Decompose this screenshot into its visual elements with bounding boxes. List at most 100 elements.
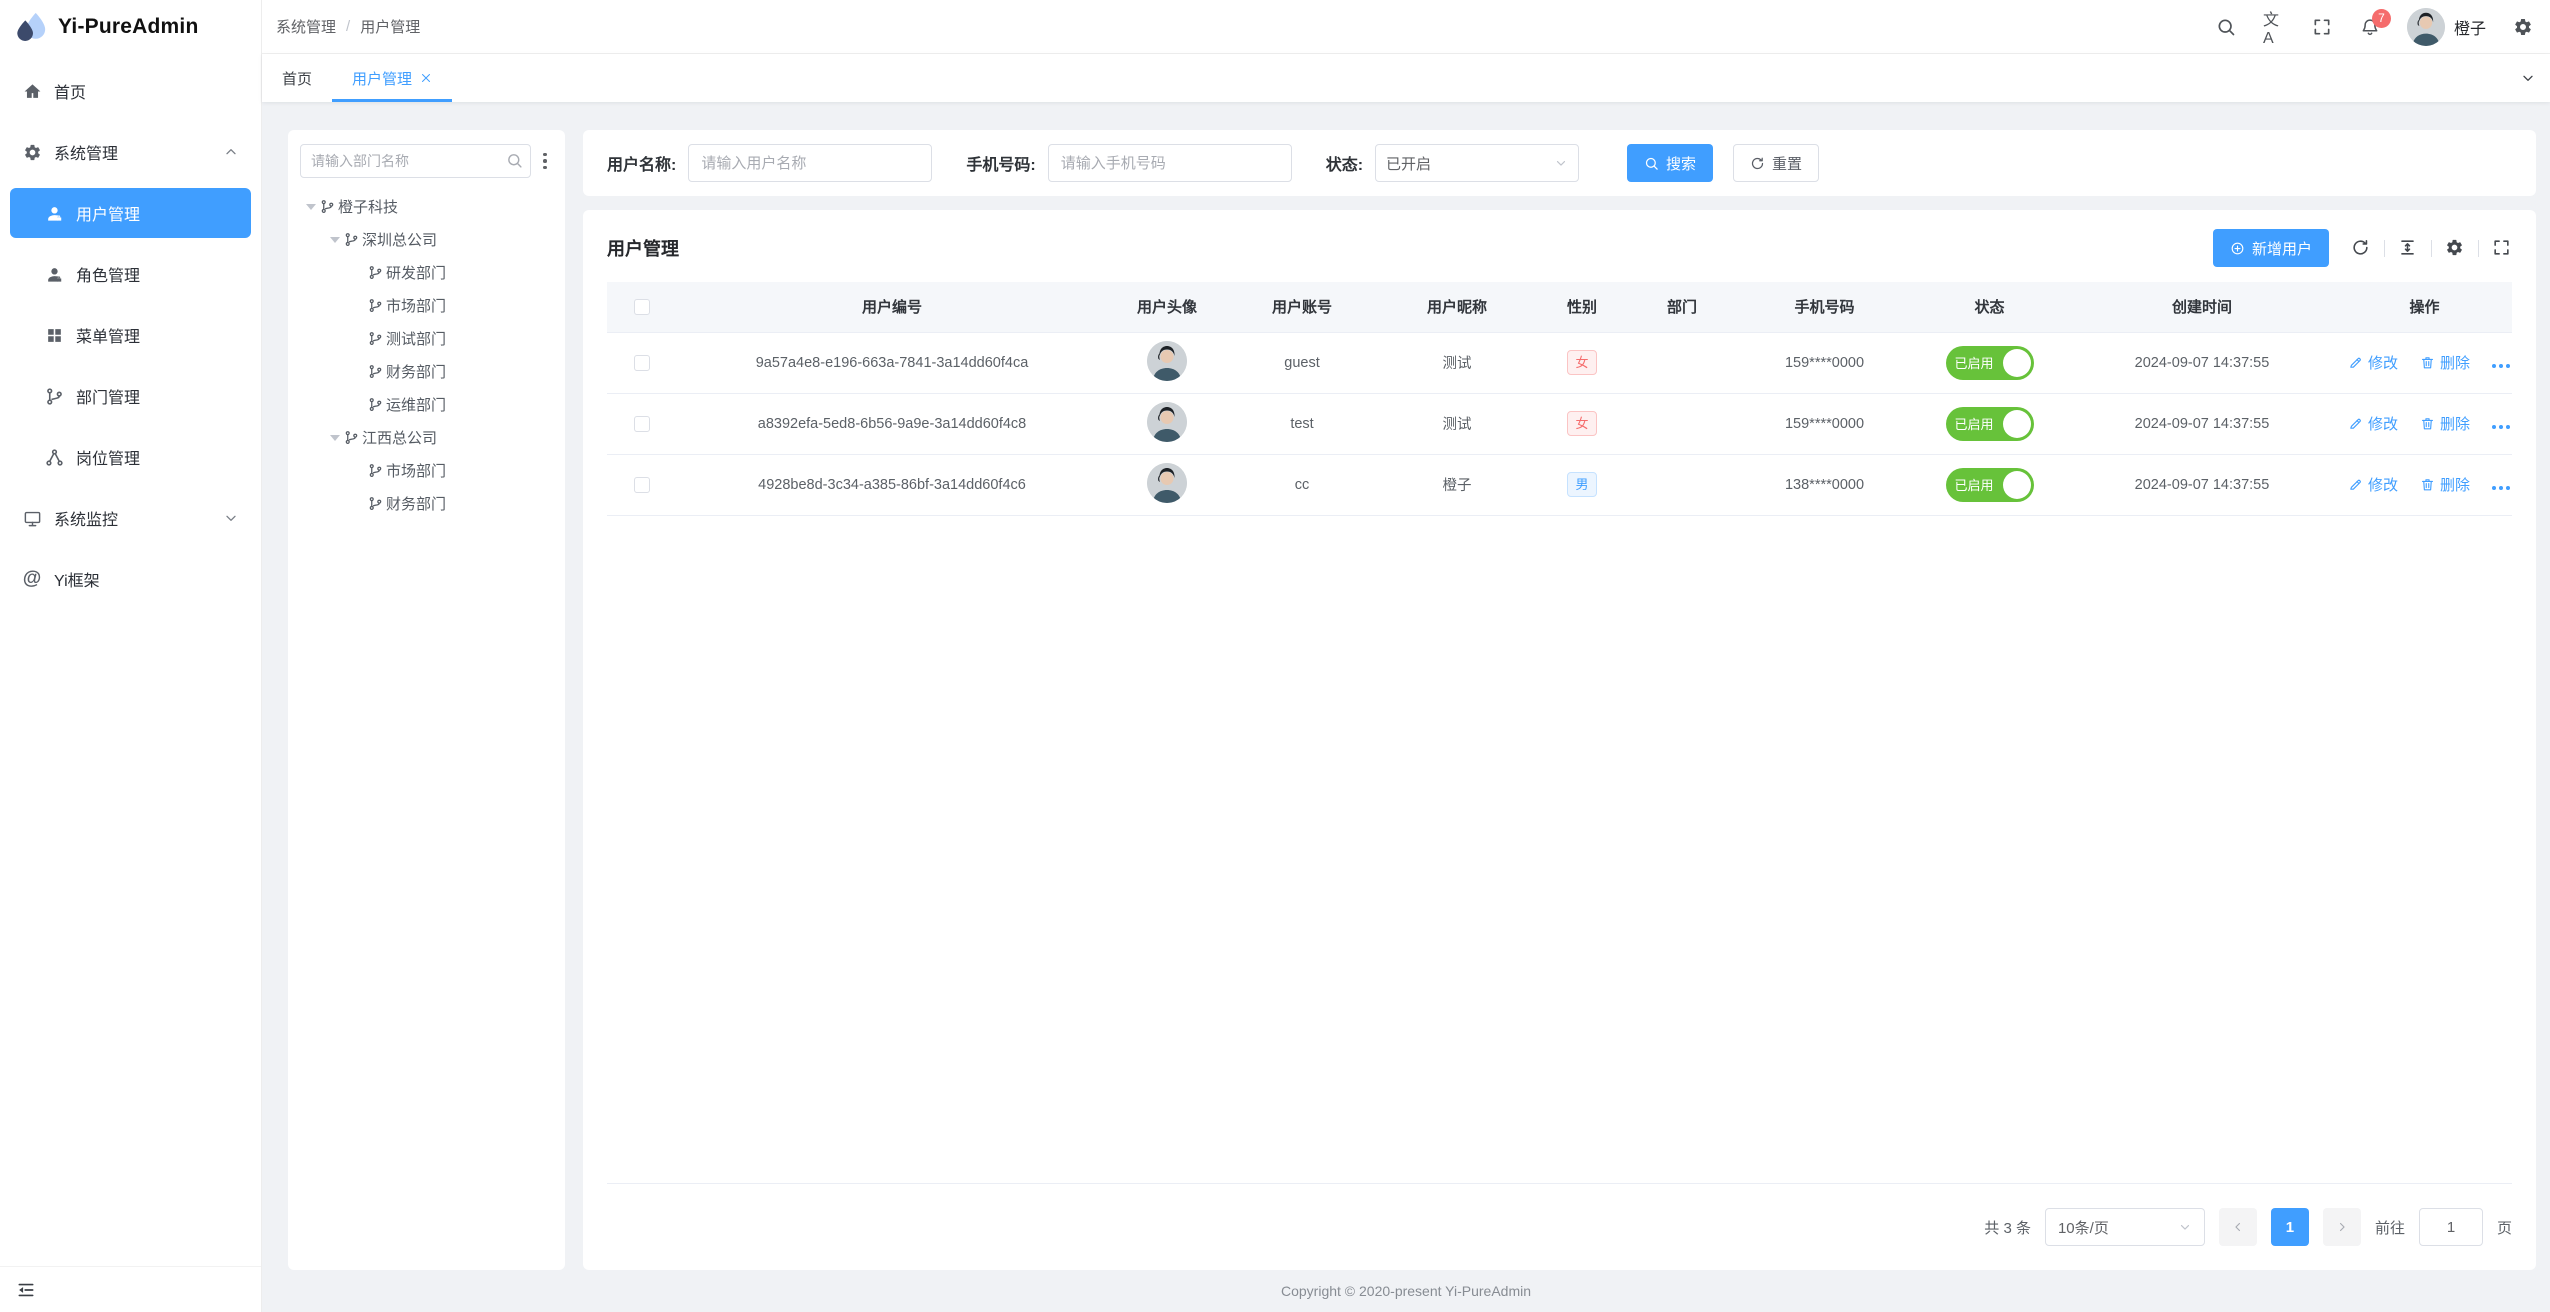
tree-node-label: 研发部门 xyxy=(386,265,447,282)
sidebar-group-label: 系统管理 xyxy=(54,146,119,163)
delete-link[interactable]: 删除 xyxy=(2420,413,2470,434)
search-button[interactable]: 搜索 xyxy=(1627,144,1714,182)
branch-icon xyxy=(368,265,384,281)
settings-gear-icon[interactable] xyxy=(2512,16,2534,38)
delete-link[interactable]: 删除 xyxy=(2420,352,2470,373)
tree-node[interactable]: 深圳总公司 xyxy=(300,223,553,256)
caret-down-icon[interactable] xyxy=(326,435,344,441)
tab-home[interactable]: 首页 xyxy=(262,54,332,102)
column-settings-gear-icon[interactable] xyxy=(2445,238,2465,258)
account-cell: test xyxy=(1227,393,1377,455)
fullscreen-icon[interactable] xyxy=(2311,16,2333,38)
branch-icon xyxy=(320,199,336,215)
user-menu[interactable]: 橙子 xyxy=(2406,7,2486,46)
trash-icon xyxy=(2421,417,2434,429)
sex-tag: 女 xyxy=(1567,350,1597,375)
tree-node-label: 深圳总公司 xyxy=(362,232,438,249)
sidebar-collapse-button[interactable] xyxy=(0,1266,261,1312)
search-icon[interactable] xyxy=(2215,16,2237,38)
status-select[interactable]: 已开启 xyxy=(1375,144,1580,182)
table-fullscreen-icon[interactable] xyxy=(2492,238,2512,258)
sidebar-group-monitor[interactable]: 系统监控 xyxy=(10,493,251,543)
pagination-total: 共 3 条 xyxy=(1984,1219,2031,1237)
delete-link[interactable]: 删除 xyxy=(2420,474,2470,495)
phone-filter-input[interactable] xyxy=(1047,144,1292,182)
tree-node[interactable]: 橙子科技 xyxy=(300,190,553,223)
breadcrumb-separator: / xyxy=(346,18,351,35)
row-checkbox[interactable] xyxy=(634,476,650,493)
reset-button[interactable]: 重置 xyxy=(1733,144,1820,182)
breadcrumb-item[interactable]: 系统管理 xyxy=(276,19,337,36)
row-checkbox[interactable] xyxy=(634,354,650,371)
sidebar-item-roles[interactable]: 角色管理 xyxy=(10,249,251,299)
tree-node[interactable]: 财务部门 xyxy=(300,487,553,520)
sidebar-item-menus[interactable]: 菜单管理 xyxy=(10,310,251,360)
user-table: 用户编号 用户头像 用户账号 用户昵称 性别 部门 手机号码 状态 创建时间 操… xyxy=(607,282,2512,516)
status-toggle[interactable]: 已启用 xyxy=(1945,406,2034,441)
prev-page-button[interactable] xyxy=(2218,1208,2257,1246)
sidebar-item-label: 首页 xyxy=(54,85,87,102)
goto-unit-label: 页 xyxy=(2496,1219,2512,1237)
created-time-cell: 2024-09-07 14:37:55 xyxy=(2067,332,2337,394)
column-header: 用户账号 xyxy=(1227,282,1377,333)
branch-icon xyxy=(44,386,64,406)
status-toggle[interactable]: 已启用 xyxy=(1945,345,2034,380)
dept-search-input[interactable] xyxy=(300,144,531,178)
refresh-icon[interactable] xyxy=(2351,238,2371,258)
page-size-select[interactable]: 10条/页 xyxy=(2044,1208,2205,1246)
sidebar: Yi-PureAdmin 首页 系统管理 用户管理 角色管理 菜单 xyxy=(0,0,262,1312)
user-id-cell: a8392efa-5ed8-6b56-9a9e-3a14dd60f4c8 xyxy=(677,393,1107,455)
notification-badge: 7 xyxy=(2371,8,2391,28)
navbar: 系统管理 / 用户管理 7 橙子 xyxy=(262,0,2550,54)
edit-link[interactable]: 修改 xyxy=(2348,474,2398,495)
sidebar-item-users[interactable]: 用户管理 xyxy=(10,188,251,238)
edit-link[interactable]: 修改 xyxy=(2348,352,2398,373)
caret-down-icon[interactable] xyxy=(302,204,320,210)
nickname-cell: 橙子 xyxy=(1377,454,1537,516)
row-checkbox[interactable] xyxy=(634,415,650,432)
page-number-button[interactable]: 1 xyxy=(2270,1208,2309,1246)
caret-down-icon[interactable] xyxy=(326,237,344,243)
tree-node-label: 测试部门 xyxy=(386,331,447,348)
more-actions-icon[interactable] xyxy=(2492,363,2511,368)
breadcrumb: 系统管理 / 用户管理 xyxy=(276,16,420,37)
sidebar-item-posts[interactable]: 岗位管理 xyxy=(10,432,251,482)
tree-node[interactable]: 江西总公司 xyxy=(300,421,553,454)
density-icon[interactable] xyxy=(2398,238,2418,258)
tree-node[interactable]: 市场部门 xyxy=(300,289,553,322)
sidebar-group-system[interactable]: 系统管理 xyxy=(10,127,251,177)
sidebar-item-home[interactable]: 首页 xyxy=(10,66,251,116)
close-icon[interactable] xyxy=(420,72,432,84)
tab-user-management[interactable]: 用户管理 xyxy=(332,54,453,102)
tree-node[interactable]: 测试部门 xyxy=(300,322,553,355)
column-header: 操作 xyxy=(2337,282,2512,333)
app-logo[interactable]: Yi-PureAdmin xyxy=(0,0,261,54)
sidebar-item-depts[interactable]: 部门管理 xyxy=(10,371,251,421)
sidebar-group-label: 系统监控 xyxy=(54,512,119,529)
select-all-checkbox[interactable] xyxy=(634,299,650,316)
tree-node[interactable]: 研发部门 xyxy=(300,256,553,289)
tree-more-icon[interactable] xyxy=(537,149,553,174)
sidebar-item-framework[interactable]: Yi框架 xyxy=(10,554,251,604)
add-user-button[interactable]: 新增用户 xyxy=(2212,229,2329,267)
dept-tree: 橙子科技 深圳总公司 研发部门 市场部门 xyxy=(300,190,553,520)
more-actions-icon[interactable] xyxy=(2492,485,2511,490)
username-filter-input[interactable] xyxy=(688,144,933,182)
tabs-menu-button[interactable] xyxy=(2506,54,2550,102)
notifications-bell-icon[interactable]: 7 xyxy=(2359,8,2391,38)
status-toggle[interactable]: 已启用 xyxy=(1945,467,2034,502)
edit-link[interactable]: 修改 xyxy=(2348,413,2398,434)
next-page-button[interactable] xyxy=(2322,1208,2361,1246)
goto-page-input[interactable] xyxy=(2418,1208,2483,1246)
pagination: 共 3 条 10条/页 1 前往 页 xyxy=(607,1208,2512,1246)
tree-node[interactable]: 运维部门 xyxy=(300,388,553,421)
translate-icon[interactable] xyxy=(2263,16,2285,38)
tree-node[interactable]: 财务部门 xyxy=(300,355,553,388)
tree-node[interactable]: 市场部门 xyxy=(300,454,553,487)
copyright-footer: Copyright © 2020-present Yi-PureAdmin xyxy=(1281,1283,1531,1299)
home-icon xyxy=(22,81,42,101)
tree-node-label: 财务部门 xyxy=(386,364,447,381)
toolbar-divider xyxy=(2384,239,2385,257)
monitor-icon xyxy=(22,508,42,528)
more-actions-icon[interactable] xyxy=(2492,424,2511,429)
